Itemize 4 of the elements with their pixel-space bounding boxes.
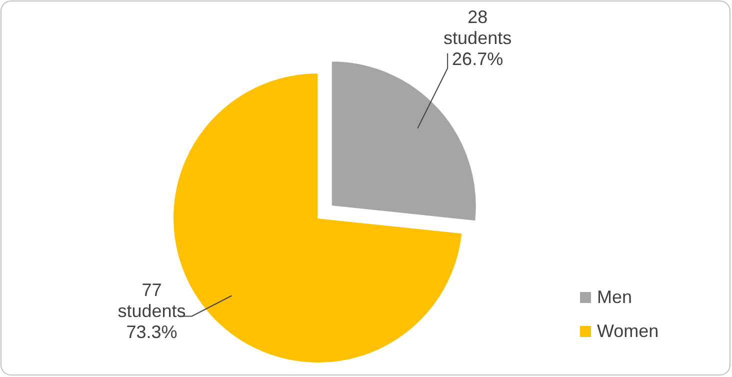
legend-label: Men xyxy=(597,287,632,307)
legend-label: Women xyxy=(597,321,659,341)
data-label: 28 students 26.7% xyxy=(444,7,512,70)
data-label: 77 students 73.3% xyxy=(118,280,186,342)
